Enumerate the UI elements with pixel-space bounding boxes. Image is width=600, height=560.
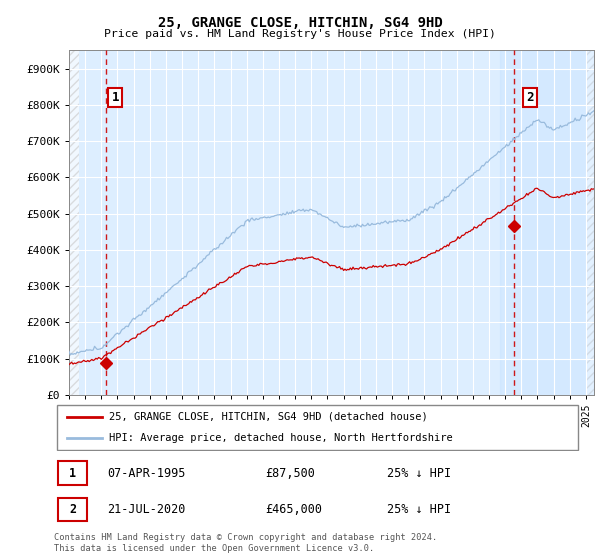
Text: 1: 1 — [112, 91, 119, 104]
Text: 25, GRANGE CLOSE, HITCHIN, SG4 9HD: 25, GRANGE CLOSE, HITCHIN, SG4 9HD — [158, 16, 442, 30]
FancyBboxPatch shape — [58, 461, 87, 485]
Bar — [500, 50, 594, 395]
Text: 2: 2 — [69, 503, 76, 516]
Text: 2: 2 — [526, 91, 534, 104]
Text: HPI: Average price, detached house, North Hertfordshire: HPI: Average price, detached house, Nort… — [109, 433, 453, 444]
Bar — [586, 50, 594, 395]
Bar — [69, 50, 79, 395]
Text: 1: 1 — [69, 466, 76, 480]
Text: £87,500: £87,500 — [265, 466, 315, 480]
Text: 25% ↓ HPI: 25% ↓ HPI — [386, 466, 451, 480]
Text: Price paid vs. HM Land Registry's House Price Index (HPI): Price paid vs. HM Land Registry's House … — [104, 29, 496, 39]
FancyBboxPatch shape — [58, 498, 87, 521]
Text: 07-APR-1995: 07-APR-1995 — [107, 466, 185, 480]
Text: Contains HM Land Registry data © Crown copyright and database right 2024.
This d: Contains HM Land Registry data © Crown c… — [54, 533, 437, 553]
Text: 21-JUL-2020: 21-JUL-2020 — [107, 503, 185, 516]
Text: 25% ↓ HPI: 25% ↓ HPI — [386, 503, 451, 516]
FancyBboxPatch shape — [56, 405, 578, 450]
Text: 25, GRANGE CLOSE, HITCHIN, SG4 9HD (detached house): 25, GRANGE CLOSE, HITCHIN, SG4 9HD (deta… — [109, 412, 428, 422]
Text: £465,000: £465,000 — [265, 503, 322, 516]
